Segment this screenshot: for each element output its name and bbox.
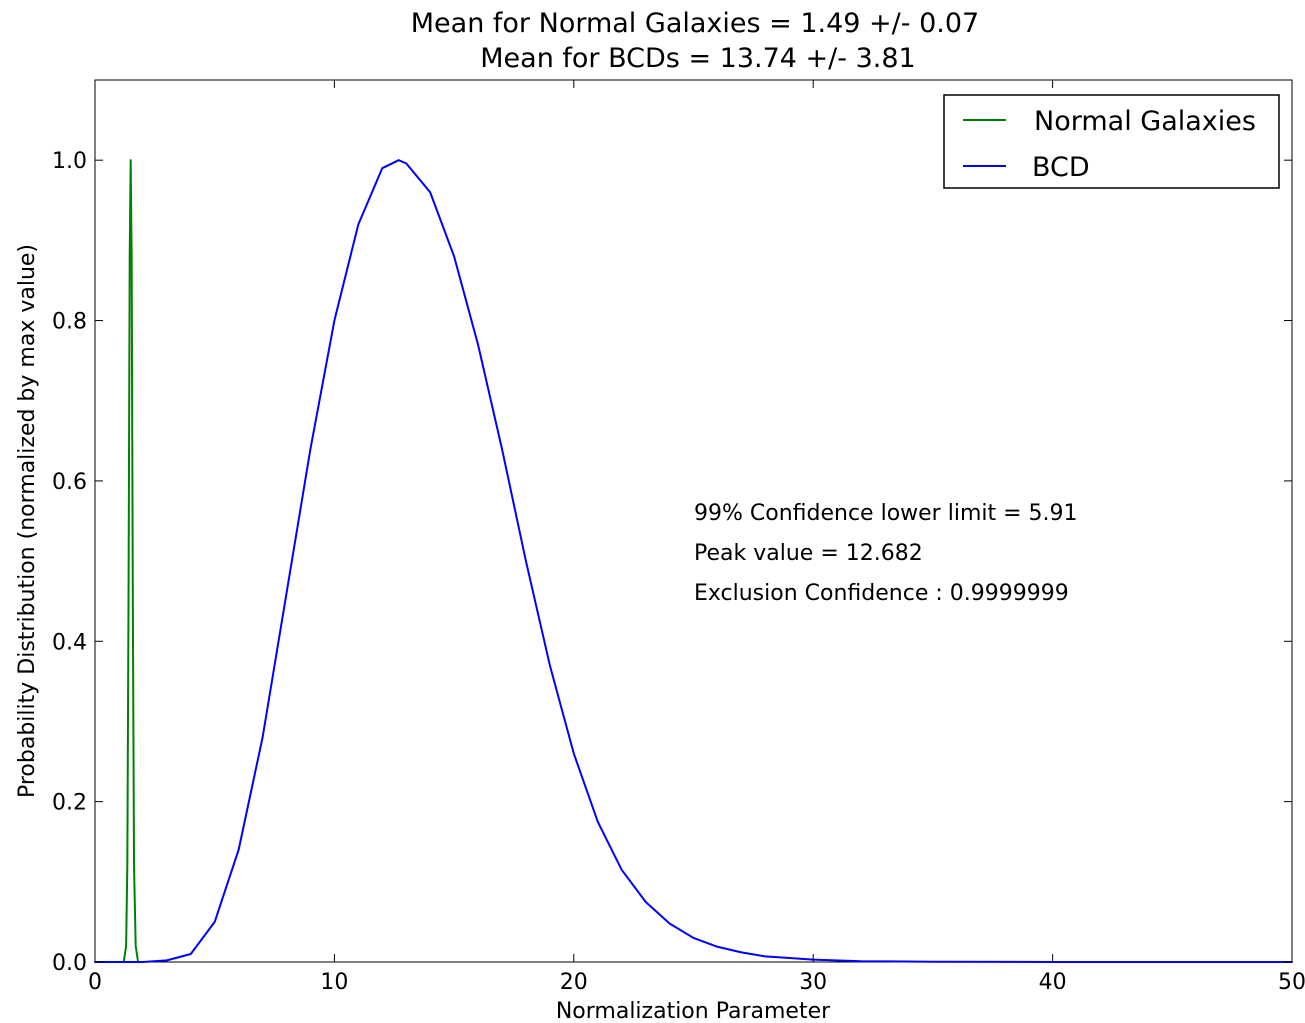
x-tick-label: 50 [1278, 970, 1305, 995]
legend-box [943, 94, 1280, 189]
x-tick-label: 20 [560, 970, 588, 995]
y-tick-label: 0.0 [52, 951, 87, 976]
legend: Normal Galaxies BCD [943, 94, 1280, 189]
annotation-exclusion-confidence: Exclusion Confidence : 0.9999999 [694, 581, 1069, 606]
annotation-peak-value: Peak value = 12.682 [694, 541, 923, 566]
chart-subtitle: Mean for BCDs = 13.74 +/- 3.81 [480, 43, 915, 74]
x-tick-label: 10 [320, 970, 348, 995]
legend-label-bcd: BCD [1032, 152, 1090, 183]
plot-area [94, 79, 1293, 963]
x-tick-label: 30 [799, 970, 827, 995]
x-tick-label: 40 [1039, 970, 1067, 995]
x-tick-label: 0 [88, 970, 102, 995]
y-tick-label: 1.0 [52, 149, 87, 174]
y-tick-label: 0.6 [52, 470, 87, 495]
y-axis-label: Probability Distribution (normalized by … [15, 244, 40, 798]
y-tick-label: 0.8 [52, 310, 87, 335]
annotation-block: 99% Confidence lower limit = 5.91 Peak v… [694, 501, 1078, 606]
chart-title: Mean for Normal Galaxies = 1.49 +/- 0.07 [411, 8, 979, 39]
x-axis-label: Normalization Parameter [556, 999, 831, 1023]
annotation-lower-limit: 99% Confidence lower limit = 5.91 [694, 501, 1078, 526]
axis-layer: 0 10 20 30 40 50 0.0 0.2 0.4 0.6 0.8 1.0 [52, 80, 1305, 995]
y-tick-label: 0.4 [52, 630, 87, 655]
series-line-normal-galaxies [122, 159, 140, 963]
y-tick-label: 0.2 [52, 791, 87, 816]
series-layer [94, 159, 1293, 963]
legend-label-normal-galaxies: Normal Galaxies [1034, 106, 1256, 137]
series-line-bcd [94, 159, 1293, 963]
